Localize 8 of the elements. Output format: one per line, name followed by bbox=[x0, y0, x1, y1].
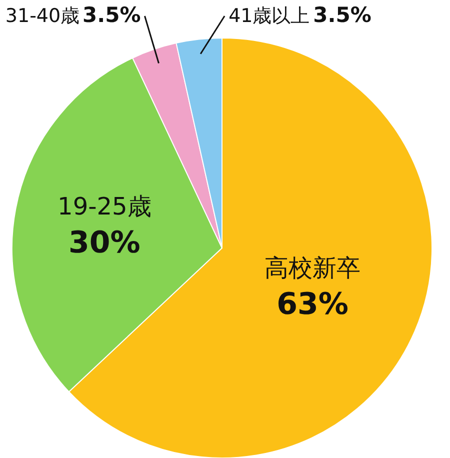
data-label: 30% bbox=[68, 226, 140, 261]
slice-label: 19-25歳 bbox=[58, 192, 152, 221]
data-label: 63% bbox=[276, 287, 348, 322]
slice-label: 高校新卒 bbox=[264, 254, 361, 282]
data-label: 3.5% bbox=[313, 3, 372, 27]
slice-label: 41歳以上 bbox=[228, 5, 310, 27]
slice-label: 31-40歳 bbox=[5, 5, 80, 27]
data-label: 3.5% bbox=[82, 3, 141, 27]
